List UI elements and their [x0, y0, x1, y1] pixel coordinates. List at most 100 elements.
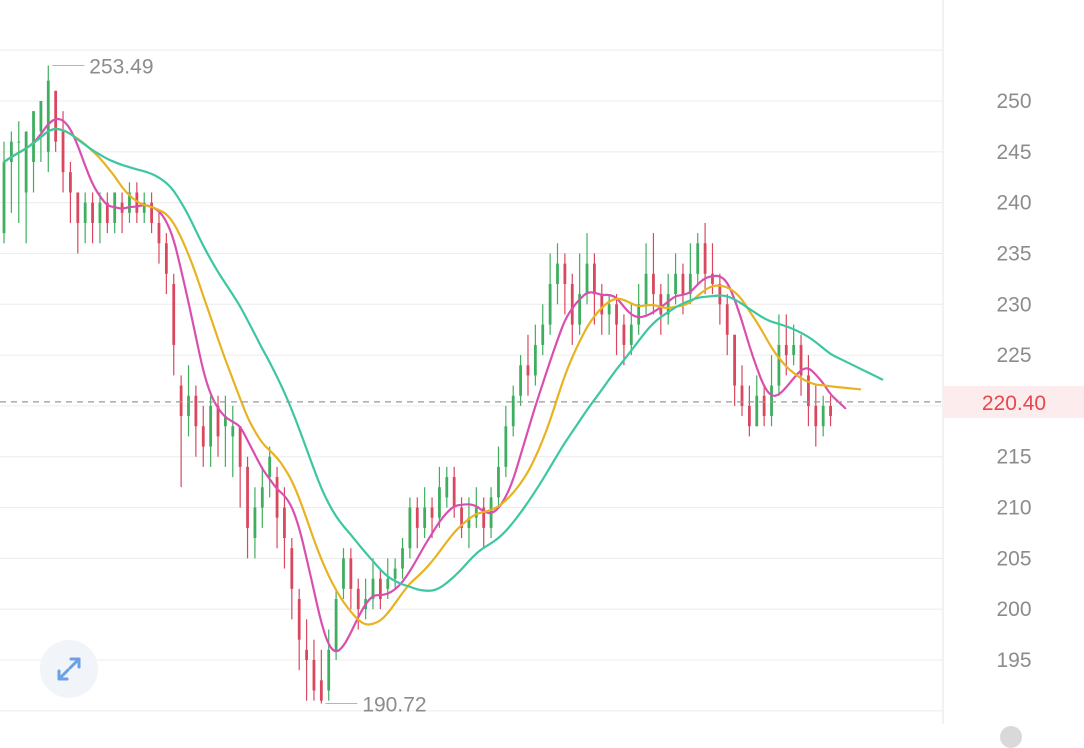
annotations-layer: 253.49 190.72 220.40	[0, 56, 1046, 717]
candle-body	[2, 161, 6, 234]
candle-body	[201, 426, 205, 447]
candle-body	[637, 304, 641, 325]
candle-body	[275, 477, 279, 518]
candle-body	[69, 172, 72, 193]
candle-body	[718, 283, 722, 305]
candle-body	[585, 263, 589, 295]
candle-body	[511, 395, 515, 427]
candle-body	[829, 405, 832, 417]
candle-body	[777, 344, 781, 386]
candle-body	[164, 243, 168, 274]
candle-body	[393, 568, 397, 579]
candle-body	[784, 344, 788, 356]
y-tick-label: 245	[996, 141, 1031, 164]
candle-body	[548, 283, 552, 325]
candle-body	[54, 90, 58, 142]
candle-body	[807, 375, 810, 406]
candles-layer	[2, 65, 832, 704]
y-axis: 250 245 240 235 230 225 215 210 205 200 195	[996, 90, 1031, 672]
candle-body	[342, 558, 345, 589]
candle-body	[17, 141, 21, 143]
candle-body	[593, 263, 596, 295]
candle-body	[460, 507, 463, 528]
candle-body	[438, 487, 441, 518]
candle-body	[268, 456, 272, 478]
candle-body	[238, 426, 242, 467]
candle-body	[216, 405, 220, 437]
expand-button[interactable]	[40, 640, 98, 698]
candle-body	[24, 131, 28, 193]
candle-body	[770, 385, 773, 417]
candle-body	[600, 294, 604, 315]
candle-body	[408, 507, 412, 549]
candle-body	[504, 426, 508, 467]
scroll-indicator[interactable]	[1000, 726, 1022, 748]
candle-body	[312, 660, 316, 691]
candle-body	[371, 578, 375, 600]
y-tick-label: 215	[996, 446, 1031, 469]
candle-body	[83, 202, 87, 223]
y-tick-label: 230	[996, 293, 1031, 316]
candle-body	[224, 416, 227, 427]
candle-body	[482, 507, 486, 528]
candle-body	[725, 304, 729, 335]
candle-body	[674, 273, 677, 295]
candle-body	[349, 558, 353, 589]
candle-body	[556, 263, 559, 284]
current-price-label: 220.40	[982, 392, 1046, 415]
y-tick-label: 205	[996, 547, 1031, 570]
candle-body	[755, 395, 759, 427]
candle-body	[696, 243, 700, 274]
candle-body	[76, 192, 80, 223]
candle-body	[452, 477, 456, 508]
candle-body	[659, 294, 663, 315]
y-tick-label: 240	[996, 192, 1031, 215]
candle-body	[283, 507, 286, 539]
candle-body	[91, 202, 94, 223]
expand-icon	[57, 657, 81, 681]
candle-body	[519, 365, 522, 396]
candle-body	[792, 344, 796, 356]
candle-body	[533, 344, 537, 376]
candle-body	[356, 588, 360, 610]
candle-body	[703, 243, 707, 274]
candle-body	[629, 324, 633, 345]
candle-body	[615, 304, 618, 325]
candle-body	[290, 548, 294, 589]
candle-body	[105, 202, 109, 223]
candle-body	[541, 324, 545, 345]
candle-body	[157, 222, 161, 244]
candle-body	[467, 517, 471, 528]
candle-body	[762, 395, 766, 417]
candle-body	[128, 192, 131, 213]
candle-body	[209, 405, 213, 447]
candle-body	[666, 294, 670, 315]
candle-body	[814, 405, 818, 427]
candle-body	[733, 334, 737, 386]
candle-body	[386, 578, 390, 589]
y-tick-label: 235	[996, 242, 1031, 265]
y-tick-label: 200	[996, 598, 1031, 621]
candle-body	[46, 80, 50, 152]
y-tick-label: 195	[996, 649, 1031, 672]
candle-body	[142, 202, 146, 213]
candle-body	[135, 192, 139, 213]
candle-body	[150, 202, 153, 223]
candle-body	[327, 649, 331, 691]
candle-body	[401, 548, 404, 569]
candle-body	[497, 466, 500, 498]
candle-body	[305, 649, 308, 660]
candle-body	[319, 680, 323, 701]
high-price-label: 253.49	[89, 56, 153, 79]
candle-body	[194, 395, 198, 427]
candle-body	[179, 385, 183, 417]
candle-body	[688, 273, 692, 295]
candle-body	[821, 405, 825, 427]
ma-mid-line	[2, 127, 862, 626]
candle-body	[563, 263, 567, 284]
candle-body	[9, 141, 13, 162]
candle-body	[747, 405, 751, 427]
candle-body	[378, 578, 382, 600]
candle-body	[187, 395, 190, 417]
moving-averages-layer	[2, 117, 884, 653]
